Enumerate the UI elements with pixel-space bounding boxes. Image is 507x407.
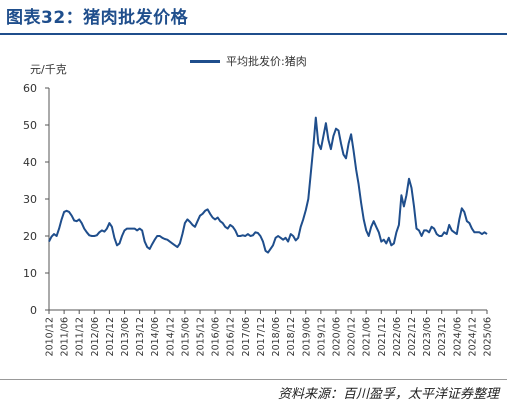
y-tick-label: 30 xyxy=(23,193,37,206)
series-line xyxy=(48,116,488,254)
x-tick-label: 2016/06 xyxy=(211,317,222,356)
x-tick-label: 2020/06 xyxy=(331,317,342,356)
y-tick-label: 40 xyxy=(23,156,37,169)
legend-swatch xyxy=(190,59,220,63)
x-tick-label: 2017/12 xyxy=(256,317,267,356)
x-tick-label: 2015/06 xyxy=(180,317,191,356)
y-tick-label: 0 xyxy=(30,304,37,317)
line-chart: 0 10 20 30 40 50 60 2010/12 2011/06 2011/12 2012/0… xyxy=(23,82,494,356)
y-tick-label: 50 xyxy=(23,119,37,132)
x-tick-label: 2010/12 xyxy=(45,317,56,356)
x-tick-label: 2013/12 xyxy=(135,317,146,356)
x-tick-label: 2013/06 xyxy=(120,317,131,356)
x-tick-label: 2020/12 xyxy=(347,317,358,356)
x-tick-label: 2023/12 xyxy=(437,317,448,356)
x-tick-label: 2012/06 xyxy=(90,317,101,356)
x-tick-label: 2014/12 xyxy=(165,317,176,356)
y-axis-unit-label: 元/千克 xyxy=(30,63,67,76)
x-tick-label: 2022/12 xyxy=(407,317,418,356)
source-note: 资料来源：百川盈孚，太平洋证券整理 xyxy=(277,387,499,402)
y-tick-label: 20 xyxy=(23,230,37,243)
x-tick-label: 2019/12 xyxy=(316,317,327,356)
x-tick-label: 2018/12 xyxy=(286,317,297,356)
x-tick-label: 2019/06 xyxy=(301,317,312,356)
x-tick-label: 2012/12 xyxy=(105,317,116,356)
legend: 平均批发价:猪肉 xyxy=(190,53,307,69)
title-underline xyxy=(0,33,507,35)
x-tick-label: 2011/12 xyxy=(75,317,86,356)
figure-title: 图表32：猪肉批发价格 xyxy=(6,8,189,28)
legend-label: 平均批发价:猪肉 xyxy=(226,55,307,68)
x-tick-label: 2024/06 xyxy=(452,317,463,356)
x-tick-label: 2023/06 xyxy=(422,317,433,356)
x-tick-label: 2014/06 xyxy=(150,317,161,356)
x-tick-label: 2011/06 xyxy=(60,317,71,356)
y-tick-label: 10 xyxy=(23,267,37,280)
x-tick-label: 2025/06 xyxy=(483,317,494,356)
x-tick-label: 2021/12 xyxy=(377,317,388,356)
x-tick-label: 2016/12 xyxy=(226,317,237,356)
footer-divider xyxy=(0,379,507,380)
y-tick-label: 60 xyxy=(23,82,37,95)
x-tick-label: 2017/06 xyxy=(241,317,252,356)
x-tick-label: 2021/06 xyxy=(362,317,373,356)
x-tick-label: 2018/06 xyxy=(271,317,282,356)
x-tick-label: 2022/06 xyxy=(392,317,403,356)
x-tick-label: 2015/12 xyxy=(196,317,207,356)
x-tick-label: 2024/12 xyxy=(467,317,478,356)
